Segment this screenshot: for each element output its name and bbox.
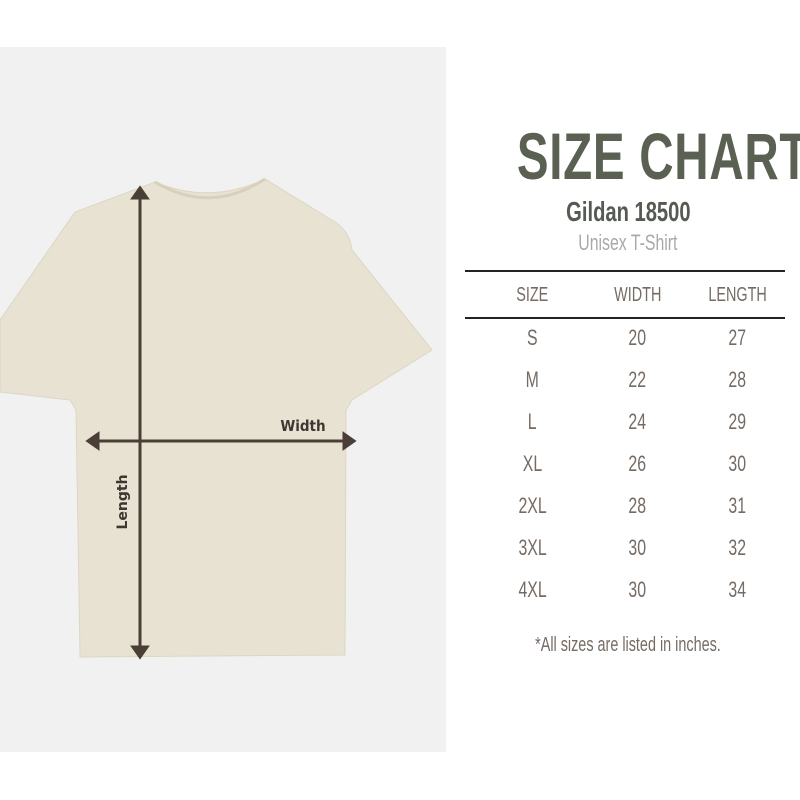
length-cell: 34 [728, 577, 747, 602]
header-length: LENGTH [708, 284, 767, 306]
width-cell: 30 [628, 577, 647, 602]
tshirt-diagram: Width Length [0, 177, 433, 660]
table-row: 3XL 30 32 [465, 535, 785, 575]
header-size: SIZE [516, 284, 549, 306]
length-label: Length [115, 474, 131, 529]
width-cell: 20 [628, 325, 647, 350]
length-cell: 30 [728, 451, 747, 476]
table-row: 4XL 30 34 [465, 577, 785, 617]
width-label: Width [280, 417, 325, 435]
size-cell: S [527, 325, 538, 350]
width-arrow-right-head [342, 431, 357, 451]
size-cell: 3XL [518, 535, 547, 560]
width-cell: 28 [628, 493, 647, 518]
size-cell: L [528, 409, 537, 434]
length-cell: 28 [728, 367, 747, 392]
table-row: L 24 29 [465, 409, 785, 449]
header-width: WIDTH [613, 284, 662, 306]
table-header: SIZE WIDTH LENGTH [465, 284, 785, 324]
table-top-rule [465, 270, 785, 272]
width-cell: 22 [628, 367, 647, 392]
length-arrow-bottom-head [130, 645, 150, 660]
length-cell: 32 [728, 535, 747, 560]
table-row: XL 26 30 [465, 451, 785, 491]
brand-model: Gildan 18500 [565, 196, 691, 227]
length-cell: 29 [728, 409, 747, 434]
length-arrow-top-head [130, 185, 150, 200]
length-cell: 27 [728, 325, 747, 350]
units-note: *All sizes are listed in inches. [535, 634, 721, 656]
width-cell: 30 [628, 535, 647, 560]
table-row: 2XL 28 31 [465, 493, 785, 533]
table-row: S 20 27 [465, 325, 785, 365]
table-row: M 22 28 [465, 367, 785, 407]
length-cell: 31 [728, 493, 747, 518]
width-cell: 24 [628, 409, 647, 434]
size-cell: 2XL [518, 493, 547, 518]
page-title: SIZE CHART [516, 119, 800, 193]
width-cell: 26 [628, 451, 647, 476]
product-type: Unisex T-Shirt [578, 230, 678, 255]
size-cell: M [525, 367, 540, 392]
size-cell: 4XL [518, 577, 547, 602]
tshirt-illustration [0, 178, 433, 658]
table-header-rule [465, 317, 785, 319]
size-cell: XL [522, 451, 543, 476]
width-arrow-left-head [85, 431, 100, 451]
